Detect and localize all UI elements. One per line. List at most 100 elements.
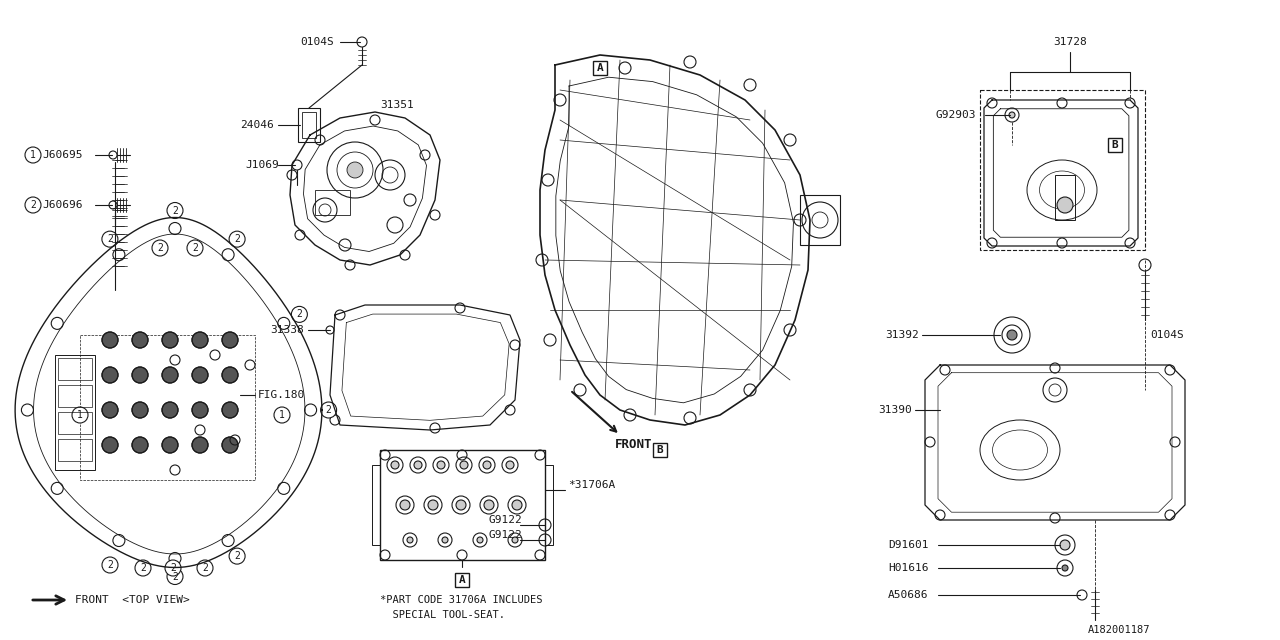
Circle shape	[109, 201, 116, 209]
Text: A: A	[596, 63, 603, 73]
Circle shape	[102, 231, 118, 247]
Circle shape	[1007, 330, 1018, 340]
Circle shape	[436, 461, 445, 469]
Circle shape	[1057, 560, 1073, 576]
Text: 31338: 31338	[270, 325, 303, 335]
Circle shape	[132, 332, 148, 348]
Text: J60695: J60695	[42, 150, 82, 160]
Circle shape	[26, 147, 41, 163]
Text: A50686: A50686	[888, 590, 928, 600]
Text: 2: 2	[108, 560, 113, 570]
Circle shape	[1062, 565, 1068, 571]
Text: 2: 2	[172, 205, 178, 216]
Text: FIG.180: FIG.180	[259, 390, 305, 400]
Circle shape	[347, 162, 364, 178]
Circle shape	[132, 402, 148, 418]
Circle shape	[456, 500, 466, 510]
Circle shape	[1005, 108, 1019, 122]
Text: 2: 2	[297, 309, 302, 319]
Circle shape	[163, 367, 178, 383]
Text: A182001187: A182001187	[1088, 625, 1149, 635]
Circle shape	[1009, 112, 1015, 118]
Circle shape	[132, 367, 148, 383]
Bar	[545, 465, 553, 545]
Circle shape	[442, 537, 448, 543]
Text: B: B	[1111, 140, 1119, 150]
Bar	[380, 450, 545, 560]
Text: 31390: 31390	[878, 405, 911, 415]
Circle shape	[102, 402, 118, 418]
Circle shape	[1060, 540, 1070, 550]
Bar	[315, 190, 349, 215]
Text: B: B	[657, 445, 663, 455]
Text: 2: 2	[108, 234, 113, 244]
Circle shape	[484, 500, 494, 510]
Circle shape	[166, 568, 183, 584]
Text: 2: 2	[325, 405, 332, 415]
Circle shape	[102, 437, 118, 453]
Circle shape	[292, 160, 302, 170]
Circle shape	[134, 560, 151, 576]
Circle shape	[132, 437, 148, 453]
Text: 0104S: 0104S	[300, 37, 334, 47]
Circle shape	[102, 367, 118, 383]
Circle shape	[320, 402, 337, 418]
Text: G9122: G9122	[488, 515, 522, 525]
Circle shape	[165, 560, 180, 576]
Circle shape	[163, 402, 178, 418]
Text: 2: 2	[192, 243, 198, 253]
Circle shape	[192, 402, 207, 418]
Circle shape	[407, 537, 413, 543]
Text: 24046: 24046	[241, 120, 274, 130]
Circle shape	[1002, 325, 1021, 345]
Text: FRONT  <TOP VIEW>: FRONT <TOP VIEW>	[76, 595, 189, 605]
Bar	[372, 465, 380, 545]
Circle shape	[460, 461, 468, 469]
Circle shape	[274, 407, 291, 423]
Text: H01616: H01616	[888, 563, 928, 573]
Bar	[454, 573, 468, 587]
Bar	[298, 108, 320, 142]
Circle shape	[413, 461, 422, 469]
Text: J60696: J60696	[42, 200, 82, 210]
Circle shape	[197, 560, 212, 576]
Circle shape	[152, 240, 168, 256]
Bar	[58, 358, 92, 380]
Bar	[800, 195, 840, 245]
Circle shape	[163, 437, 178, 453]
Text: 31351: 31351	[380, 100, 413, 110]
Circle shape	[192, 437, 207, 453]
Circle shape	[102, 557, 118, 573]
Text: 1: 1	[279, 410, 285, 420]
Bar	[980, 90, 1146, 250]
Bar	[302, 112, 316, 138]
Text: FRONT: FRONT	[614, 438, 653, 451]
Text: *31706A: *31706A	[568, 480, 616, 490]
Bar	[1108, 138, 1123, 152]
Text: A: A	[458, 575, 466, 585]
Circle shape	[192, 332, 207, 348]
Circle shape	[1076, 590, 1087, 600]
Circle shape	[390, 461, 399, 469]
Text: G9122: G9122	[488, 530, 522, 540]
Bar	[55, 355, 95, 470]
Circle shape	[229, 548, 244, 564]
Text: 2: 2	[202, 563, 207, 573]
Circle shape	[229, 231, 244, 247]
Circle shape	[512, 500, 522, 510]
Text: J1069: J1069	[244, 160, 279, 170]
Circle shape	[166, 202, 183, 218]
Circle shape	[995, 317, 1030, 353]
Circle shape	[1139, 259, 1151, 271]
Text: 2: 2	[29, 200, 36, 210]
Text: *PART CODE 31706A INCLUDES: *PART CODE 31706A INCLUDES	[380, 595, 543, 605]
Circle shape	[102, 332, 118, 348]
Circle shape	[292, 307, 307, 323]
Circle shape	[1057, 197, 1073, 213]
Text: 2: 2	[172, 572, 178, 582]
Circle shape	[1055, 535, 1075, 555]
Text: D91601: D91601	[888, 540, 928, 550]
Circle shape	[187, 240, 204, 256]
Circle shape	[221, 437, 238, 453]
Text: 2: 2	[140, 563, 146, 573]
